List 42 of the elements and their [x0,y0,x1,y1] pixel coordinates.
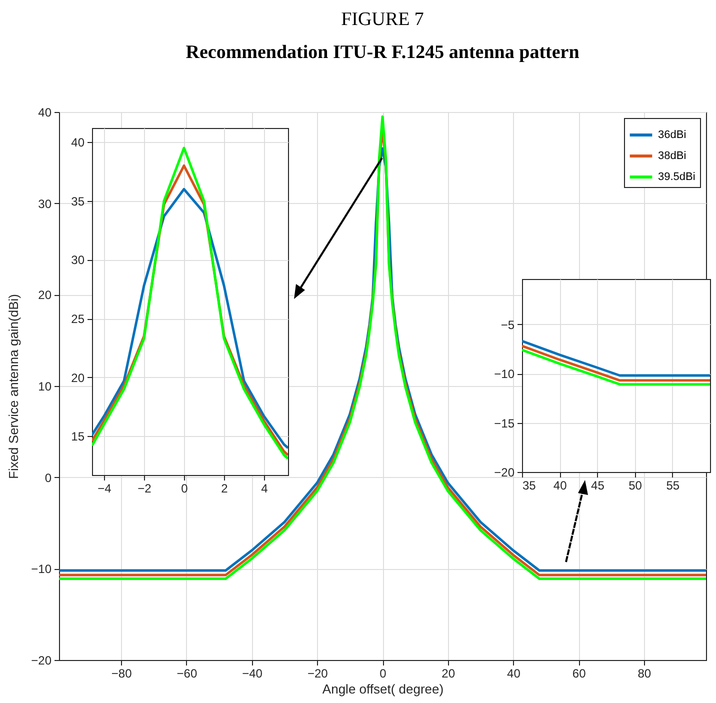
legend-label: 36dBi [658,129,686,141]
x-tick-label: 0 [380,666,387,680]
x-tick-label: −40 [242,666,263,680]
y-tick-label: −10 [31,562,52,576]
y-tick-label: 10 [38,380,52,394]
x-tick-label: 55 [666,478,680,492]
x-tick-label: 2 [221,482,228,496]
y-tick-label: 40 [38,106,52,120]
y-tick-label: −15 [494,416,515,430]
chart-title: FIGURE 7 [341,9,424,30]
y-tick-label: 20 [38,288,52,302]
x-tick-label: −2 [138,482,152,496]
y-tick-label: 30 [71,253,85,268]
chart-subtitle: Recommendation ITU-R F.1245 antenna pattern [186,42,580,63]
x-tick-label: 0 [181,482,188,496]
y-tick-label: 15 [71,430,85,444]
y-tick-label: −10 [494,367,515,382]
x-tick-label: 4 [261,482,268,496]
y-tick-label: 25 [71,312,85,326]
legend-label: 38dBi [658,150,686,162]
x-tick-label: 40 [553,478,568,492]
y-tick-label: 35 [71,194,85,208]
y-axis-title: Fixed Service antenna gain(dBi) [6,294,22,479]
x-tick-label: 35 [522,478,536,492]
x-tick-label: 80 [638,666,652,680]
x-tick-label: 45 [591,478,605,492]
y-tick-label: 40 [71,136,85,150]
x-tick-label: 20 [442,666,456,680]
y-tick-label: −5 [500,318,515,332]
x-tick-label: −80 [111,666,132,680]
x-tick-label: 60 [572,666,586,680]
y-tick-label: 20 [71,370,85,385]
y-tick-label: −20 [31,654,52,668]
x-tick-label: −4 [98,482,112,496]
line-series [522,340,710,377]
x-axis-title: Angle offset( degree) [322,682,444,696]
x-tick-label: −60 [176,666,198,680]
legend-label: 39.5dBi [658,171,696,183]
x-tick-label: −20 [307,666,328,680]
y-tick-label: 30 [38,196,52,211]
x-tick-label: 50 [628,478,642,492]
y-tick-label: −20 [494,466,515,480]
